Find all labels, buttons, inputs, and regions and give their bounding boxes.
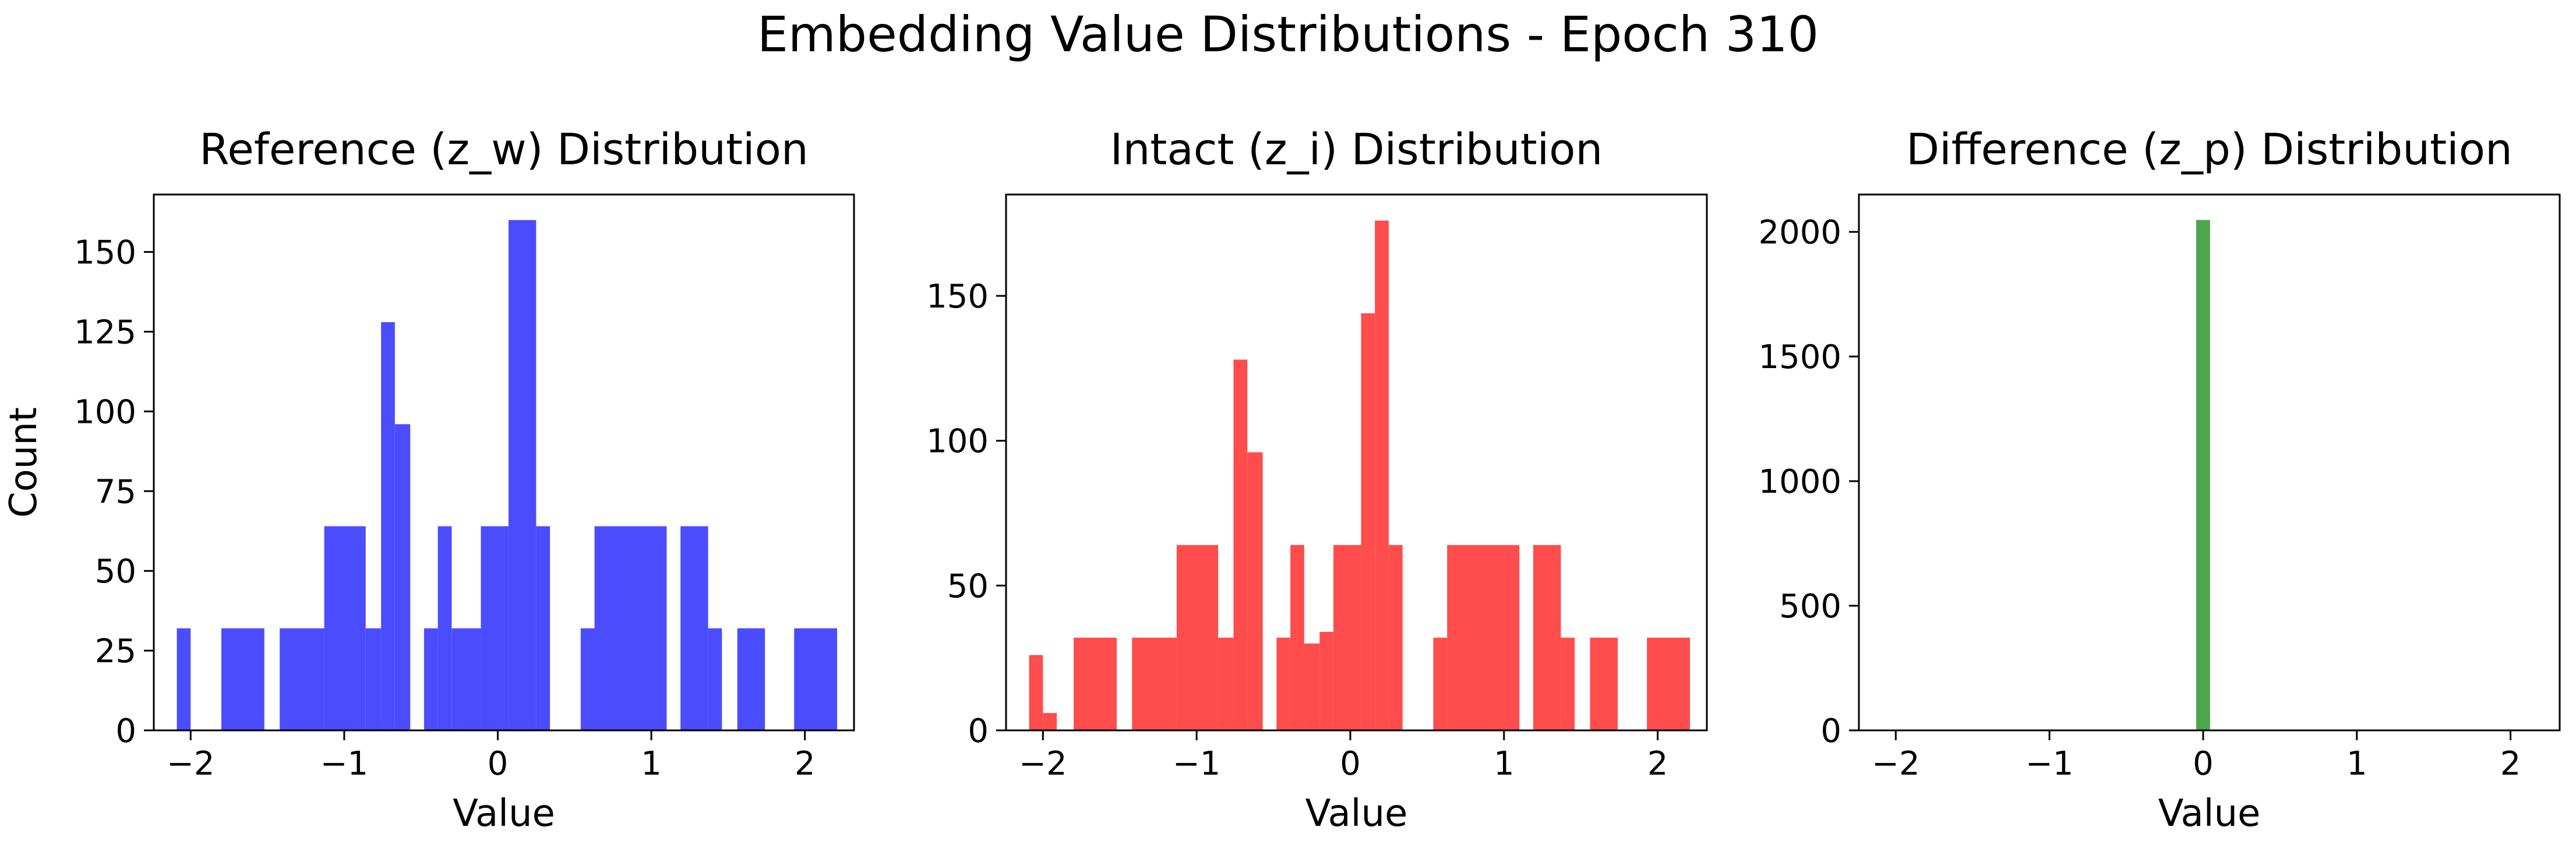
histogram-bar: [365, 628, 382, 730]
x-tick-label: 2: [795, 745, 816, 783]
histogram-bar: [1233, 359, 1248, 730]
histogram-bar: [324, 526, 366, 730]
subplot-title: Reference (z_w) Distribution: [199, 125, 809, 175]
histogram-bar: [1276, 637, 1291, 730]
histogram-bar: [680, 526, 708, 730]
x-tick-label: 2: [1647, 745, 1668, 783]
x-axis-label: Value: [1305, 792, 1408, 835]
y-tick-label: 1000: [1758, 463, 1841, 501]
axes-frame: [153, 193, 855, 732]
axes-frame: [1005, 193, 1708, 732]
x-tick-label: 0: [2193, 745, 2214, 783]
y-tick-label: 1500: [1758, 338, 1841, 376]
y-tick-label: 2000: [1758, 214, 1841, 252]
subplot-title: Intact (z_i) Distribution: [1110, 125, 1603, 175]
histogram-bar: [481, 526, 509, 730]
y-tick-label: 50: [95, 553, 136, 591]
subplot-title: Difference (z_p) Distribution: [1906, 125, 2513, 175]
histogram-bar: [1533, 545, 1561, 730]
y-tick-label: 125: [74, 313, 136, 351]
histogram-bar: [580, 628, 595, 730]
histogram-bar: [451, 628, 481, 730]
y-axis-label: Count: [2, 407, 45, 518]
histogram-bar: [1319, 631, 1333, 730]
y-tick-label: 0: [1820, 712, 1841, 750]
histogram-bar: [1361, 313, 1375, 730]
histogram-bar: [794, 628, 838, 730]
histogram-bar: [708, 628, 722, 730]
histogram-bar: [594, 526, 667, 730]
y-tick-label: 100: [74, 393, 136, 431]
y-tick-label: 75: [95, 473, 136, 511]
x-tick-label: −2: [1019, 745, 1067, 783]
histogram-bar: [737, 628, 765, 730]
histogram-bar: [1043, 713, 1057, 730]
histogram-bar: [1447, 545, 1520, 730]
histogram-bar: [1247, 452, 1263, 730]
histogram-bar: [1290, 545, 1304, 730]
x-tick-label: 1: [1494, 745, 1515, 783]
x-tick-label: −1: [2025, 745, 2074, 783]
histogram-bar: [280, 628, 324, 730]
figure-title: Embedding Value Distributions - Epoch 31…: [757, 6, 1819, 63]
y-tick-label: 25: [95, 633, 136, 670]
x-tick-label: −1: [320, 745, 369, 783]
y-tick-label: 500: [1779, 588, 1841, 626]
x-tick-label: 1: [2346, 745, 2367, 783]
histogram-bar: [1132, 637, 1177, 730]
histogram-bar: [177, 628, 191, 730]
histogram-bar: [1388, 545, 1403, 730]
histogram-bar: [1590, 637, 1618, 730]
histogram-bar: [424, 628, 438, 730]
histogram-bar: [1029, 655, 1043, 730]
subplot-2: −2 −1 0 1 2 0 50 100 150 Intact (z_i) Distributio…: [926, 125, 1708, 835]
y-tick-label: 50: [947, 567, 989, 605]
histogram-bar: [1218, 637, 1234, 730]
histogram-bar: [381, 322, 395, 730]
x-axis-label: Value: [2158, 792, 2261, 835]
x-tick-label: 2: [2500, 745, 2521, 783]
histogram-bar: [2196, 220, 2210, 730]
x-tick-label: 0: [1340, 745, 1361, 783]
axes-frame: [1858, 193, 2561, 732]
subplot-1: −2 −1 0 1 2 0 25 50 75 100 125 150 Reference (z_w) D…: [2, 125, 855, 835]
subplot-3: −2 −1 0 1 2 0 500 1000 1500 2000 Difference (z_p) …: [1758, 125, 2561, 835]
histogram-bar: [1561, 637, 1575, 730]
y-tick-label: 150: [926, 278, 989, 316]
x-tick-label: −1: [1173, 745, 1221, 783]
histogram-bar: [536, 526, 551, 730]
x-tick-label: 1: [641, 745, 662, 783]
histogram-bar: [1375, 220, 1389, 730]
histogram-bar: [394, 424, 411, 730]
y-tick-label: 100: [926, 423, 989, 461]
histogram-bar: [508, 220, 537, 730]
y-tick-label: 150: [74, 234, 136, 272]
histogram-bar: [221, 628, 264, 730]
histogram-bar: [1074, 637, 1117, 730]
histogram-bar: [437, 526, 452, 730]
y-tick-label: 0: [968, 712, 989, 750]
histogram-bar: [1333, 545, 1361, 730]
histogram-bar: [1647, 637, 1690, 730]
x-tick-label: −2: [1872, 745, 1920, 783]
x-tick-label: −2: [167, 745, 215, 783]
y-tick-label: 0: [115, 712, 136, 750]
histogram-bar: [1176, 545, 1219, 730]
histogram-bar: [1433, 637, 1448, 730]
histogram-bar: [1304, 643, 1320, 730]
x-tick-label: 0: [488, 745, 509, 783]
x-axis-label: Value: [453, 792, 555, 835]
